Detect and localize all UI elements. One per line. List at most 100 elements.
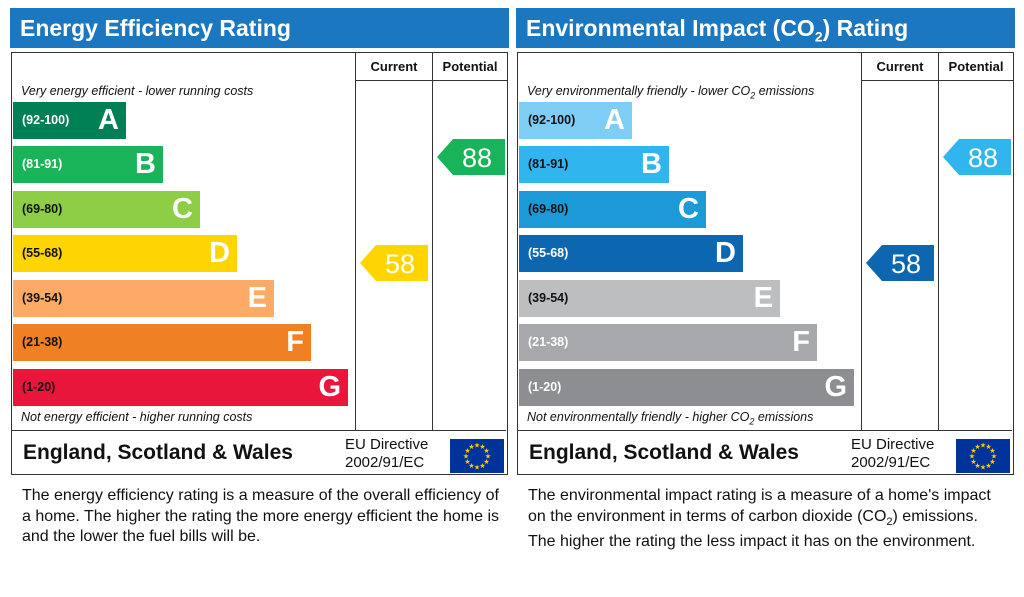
- eu-flag-icon: ★ ★★★★★★★★★★★: [450, 439, 504, 473]
- potential-rating-value: 88: [968, 143, 998, 173]
- band-range: (69-80): [528, 202, 569, 216]
- eu-star-icon: ★: [474, 464, 480, 472]
- eu-star-icon: ★: [483, 458, 489, 466]
- potential-column-header: Potential: [948, 59, 1004, 74]
- eu-directive: EU Directive 2002/91/EC: [851, 436, 934, 472]
- country-label: England, Scotland & Wales: [529, 441, 799, 464]
- current-rating-arrow: 58: [360, 245, 428, 281]
- description: The energy efficiency rating is a measur…: [22, 487, 500, 545]
- chart-title: Energy Efficiency Rating: [10, 8, 509, 48]
- bottom-note: Not energy efficient - higher running co…: [21, 410, 253, 424]
- band-d: (55-68) D: [519, 235, 743, 272]
- band-range: (1-20): [528, 380, 562, 394]
- band-range: (81-91): [22, 157, 63, 171]
- band-range: (55-68): [528, 246, 569, 260]
- band-letter: G: [824, 371, 847, 403]
- potential-column-divider: [938, 53, 939, 431]
- eu-star-icon: ★: [974, 462, 980, 470]
- band-c: (69-80) C: [13, 191, 200, 228]
- band-letter: E: [753, 282, 773, 314]
- band-range: (21-38): [528, 335, 569, 349]
- chart-frame: Current Potential Very energy efficient …: [11, 52, 508, 475]
- band-range: (92-100): [22, 113, 70, 127]
- eu-star-icon: ★: [985, 462, 991, 470]
- band-b: (81-91) B: [519, 146, 669, 183]
- current-column-divider: [355, 53, 356, 431]
- band-c: (69-80) C: [519, 191, 706, 228]
- current-rating-arrow: 58: [866, 245, 934, 281]
- band-letter: G: [318, 371, 341, 403]
- potential-column-header: Potential: [442, 59, 498, 74]
- band-range: (81-91): [528, 157, 569, 171]
- eu-star-icon: ★: [970, 447, 976, 455]
- band-letter: B: [641, 148, 662, 180]
- description: The environmental impact rating is a mea…: [528, 487, 991, 551]
- band-letter: A: [98, 104, 119, 136]
- band-letter: C: [172, 193, 193, 225]
- column-header-divider: [861, 80, 1013, 81]
- current-column-divider: [861, 53, 862, 431]
- eu-star-icon: ★: [463, 453, 469, 461]
- band-letter: F: [792, 326, 810, 358]
- eu-star-icon: ★: [980, 442, 986, 450]
- environmental-impact-chart: Environmental Impact (CO2) Rating Curren…: [516, 8, 1015, 588]
- footer-divider: [518, 430, 1012, 431]
- band-d: (55-68) D: [13, 235, 237, 272]
- band-letter: D: [715, 237, 736, 269]
- potential-rating-arrow: 88: [943, 139, 1011, 175]
- eu-star-icon: ★: [464, 458, 470, 466]
- band-range: (1-20): [22, 380, 56, 394]
- band-a: (92-100) A: [13, 102, 126, 139]
- eu-star-icon: ★: [479, 462, 485, 470]
- chart-frame: Current Potential Very environmentally f…: [517, 52, 1014, 475]
- eu-star-icon: ★: [468, 462, 474, 470]
- band-letter: E: [247, 282, 267, 314]
- eu-star-icon: ★: [989, 458, 995, 466]
- chart-title: Environmental Impact (CO2) Rating: [516, 8, 1015, 48]
- eu-star-icon: ★: [485, 453, 491, 461]
- band-e: (39-54) E: [13, 280, 274, 317]
- eu-star-icon: ★: [474, 442, 480, 450]
- current-rating-value: 58: [385, 249, 415, 279]
- eu-star-icon: ★: [991, 453, 997, 461]
- band-range: (69-80): [22, 202, 63, 216]
- band-e: (39-54) E: [519, 280, 780, 317]
- band-letter: B: [135, 148, 156, 180]
- eu-star-icon: ★: [468, 443, 474, 451]
- bottom-note: Not environmentally friendly - higher CO…: [527, 410, 814, 427]
- band-a: (92-100) A: [519, 102, 632, 139]
- eu-flag-icon: ★ ★★★★★★★★★★★: [956, 439, 1010, 473]
- eu-star-icon: ★: [483, 447, 489, 455]
- potential-column-divider: [432, 53, 433, 431]
- band-f: (21-38) F: [13, 324, 311, 361]
- band-range: (21-38): [22, 335, 63, 349]
- eu-directive: EU Directive 2002/91/EC: [345, 436, 428, 472]
- band-range: (39-54): [528, 291, 569, 305]
- band-range: (92-100): [528, 113, 576, 127]
- band-letter: A: [604, 104, 625, 136]
- eu-star-icon: ★: [980, 464, 986, 472]
- top-note: Very energy efficient - lower running co…: [21, 84, 254, 98]
- band-range: (55-68): [22, 246, 63, 260]
- eu-star-icon: ★: [985, 443, 991, 451]
- current-rating-value: 58: [891, 249, 921, 279]
- potential-rating-value: 88: [462, 143, 492, 173]
- directive-line-1: EU Directive: [345, 436, 429, 453]
- eu-star-icon: ★: [464, 447, 470, 455]
- column-header-divider: [355, 80, 507, 81]
- eu-star-icon: ★: [969, 453, 975, 461]
- directive-line-1: EU Directive: [851, 436, 935, 453]
- eu-star-icon: ★: [974, 443, 980, 451]
- eu-star-icon: ★: [989, 447, 995, 455]
- band-range: (39-54): [22, 291, 63, 305]
- footer-divider: [12, 430, 506, 431]
- eu-star-icon: ★: [479, 443, 485, 451]
- top-note: Very environmentally friendly - lower CO…: [527, 84, 815, 101]
- energy-efficiency-chart: Energy Efficiency Rating Current Potenti…: [10, 8, 509, 588]
- country-label: England, Scotland & Wales: [23, 441, 293, 464]
- band-g: (1-20) G: [519, 369, 854, 406]
- directive-line-2: 2002/91/EC: [345, 454, 425, 471]
- current-column-header: Current: [876, 59, 924, 74]
- current-column-header: Current: [370, 59, 418, 74]
- potential-rating-arrow: 88: [437, 139, 505, 175]
